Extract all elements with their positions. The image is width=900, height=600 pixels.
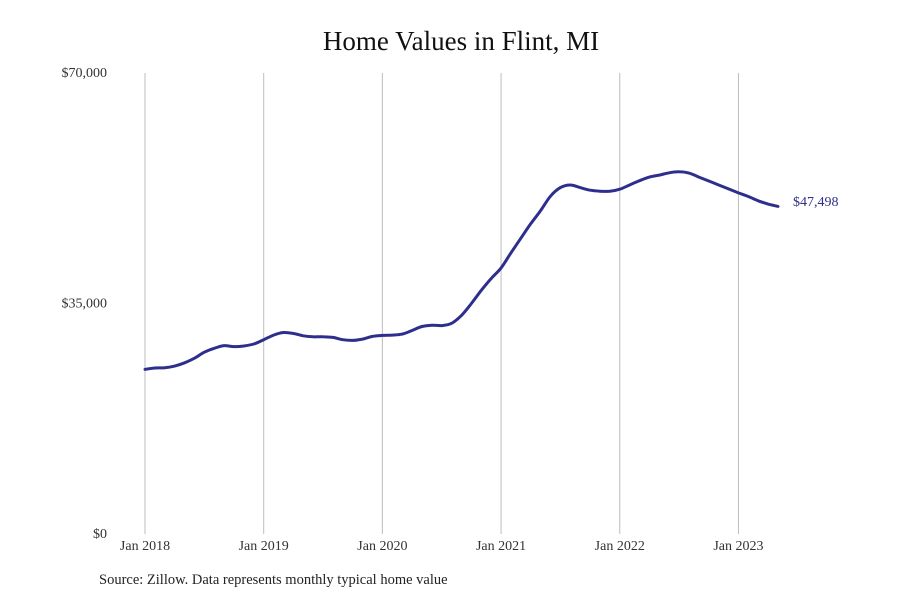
x-axis: Jan 2018 Jan 2019 Jan 2020 Jan 2021 Jan 2022… xyxy=(120,539,764,554)
x-tick-label: Jan 2021 xyxy=(476,539,526,554)
x-tick-label: Jan 2023 xyxy=(713,539,763,554)
series-layer xyxy=(143,170,780,371)
x-tick-label: Jan 2020 xyxy=(357,539,407,554)
y-tick-label: $70,000 xyxy=(62,66,108,81)
data-labels: $47,498 xyxy=(793,195,839,210)
y-tick-label: $0 xyxy=(93,527,107,542)
home-value-line xyxy=(143,170,780,371)
x-tick-label: Jan 2019 xyxy=(239,539,289,554)
end-value-label: $47,498 xyxy=(793,195,839,210)
source-note: Source: Zillow. Data represents monthly … xyxy=(99,572,448,588)
x-tick-label: Jan 2022 xyxy=(595,539,645,554)
chart-title: Home Values in Flint, MI xyxy=(322,26,600,56)
y-tick-label: $35,000 xyxy=(62,297,108,312)
x-tick-label: Jan 2018 xyxy=(120,539,170,554)
grid-lines xyxy=(144,73,739,534)
y-axis: $0 $35,000 $70,000 xyxy=(62,66,108,542)
